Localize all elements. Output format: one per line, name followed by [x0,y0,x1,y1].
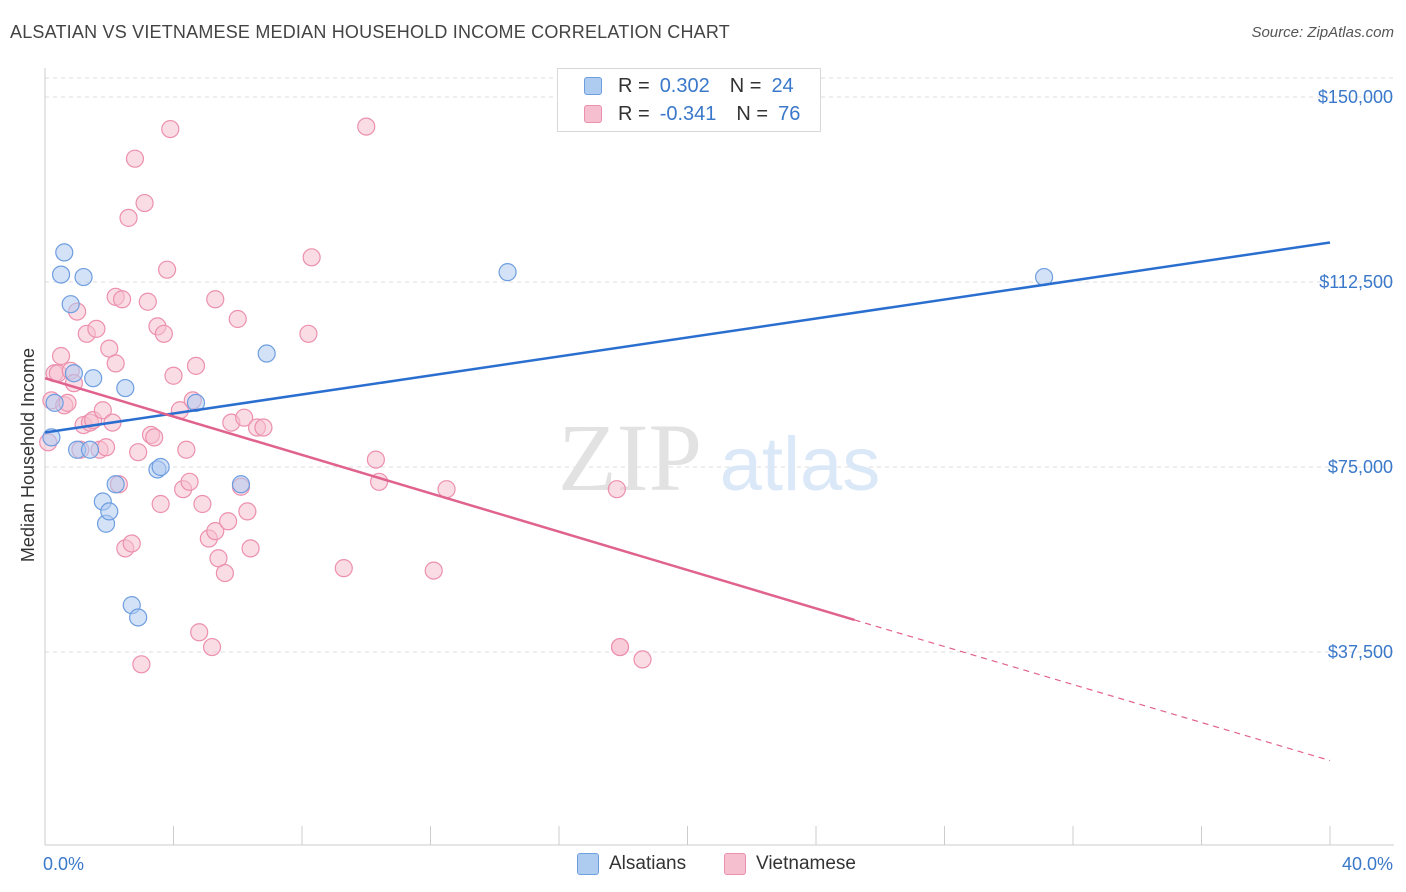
y-axis-label: Median Household Income [18,348,38,562]
alsatians-point-21 [257,344,276,363]
vietnamese-point-64 [299,324,318,343]
vietnamese-point-72 [607,480,626,499]
alsatians-point-3 [55,243,74,262]
y-tick-label-0: $37,500 [1328,642,1393,662]
alsatians-point-2 [51,265,71,284]
alsatians-n-label: N = [729,74,762,97]
vietnamese-point-37 [154,324,173,343]
gridlines [45,77,1394,653]
y-tick-label-1: $75,000 [1328,457,1393,477]
alsatians-point-18 [151,457,170,477]
vietnamese-point-60 [238,502,257,521]
alsatians-point-13 [106,475,125,494]
trend-lines [44,241,1331,762]
vietnamese-point-26 [119,208,138,227]
vietnamese-point-74 [610,637,630,657]
vietnamese-point-29 [129,443,148,462]
vietnamese-trend-line [44,377,855,622]
vietnamese-point-22 [106,354,125,373]
bottom-legend-alsatians: Alsatians [577,851,686,877]
watermark-zip: ZIP [558,404,702,511]
vietnamese-point-54 [215,563,234,583]
alsatians-point-7 [74,267,93,287]
alsatians-point-14 [116,378,135,398]
vietnamese-point-28 [125,149,145,168]
vietnamese-point-27 [122,534,141,553]
alsatians-r-label: R = [618,74,650,97]
vietnamese-point-66 [334,559,353,578]
legend: R = 0.302 N = 24 R = -0.341 N = 76 [557,68,821,132]
alsatians-point-4 [61,295,80,314]
vietnamese-point-59 [235,408,254,427]
alsatians-point-8 [80,440,100,459]
bottom-alsatians-label: Alsatians [609,853,687,874]
vietnamese-point-17 [93,401,112,420]
vietnamese-point-48 [193,494,212,514]
bottom-vietnamese-label: Vietnamese [756,853,856,874]
vietnamese-r-label: R = [618,102,650,125]
alsatians-point-9 [84,369,103,388]
vietnamese-point-24 [112,290,132,309]
alsatians-trend-line [44,241,1331,434]
vietnamese-swatch [584,105,602,123]
vietnamese-point-36 [151,494,170,514]
vietnamese-point-50 [202,637,222,657]
vietnamese-point-44 [180,472,199,491]
tick-labels: $37,500 $75,000 $112,500 $150,000 0.0% 40.0% [43,87,1393,874]
bottom-vietnamese-swatch [724,853,746,875]
vietnamese-point-34 [145,428,164,447]
vietnamese-point-67 [357,117,376,136]
bottom-alsatians-swatch [577,853,599,875]
vietnamese-point-18 [96,438,116,457]
legend-row-alsatians: R = 0.302 N = 24 [584,72,794,100]
alsatians-swatch [584,77,602,95]
alsatians-point-1 [45,393,64,412]
vietnamese-point-39 [161,119,180,139]
watermark-atlas: atlas [720,422,881,507]
legend-row-vietnamese: R = -0.341 N = 76 [584,100,800,128]
y-tick-label-3: $150,000 [1318,87,1393,107]
vietnamese-point-30 [132,655,151,674]
vietnamese-point-68 [366,450,385,469]
vietnamese-point-61 [241,539,260,558]
data-points [39,117,1054,674]
y-tick-label-2: $112,500 [1319,272,1393,292]
vietnamese-point-38 [157,260,177,279]
alsatians-n-value: 24 [771,74,794,97]
source-label: Source: ZipAtlas.com [1251,24,1394,41]
chart-title: ALSATIAN VS VIETNAMESE MEDIAN HOUSEHOLD … [10,22,730,42]
vietnamese-trend-extension [854,619,1331,762]
alsatians-point-20 [231,475,251,494]
alsatians-point-16 [129,608,148,627]
vietnamese-point-40 [164,366,183,385]
bottom-legend-vietnamese: Vietnamese [724,851,856,877]
vietnamese-point-4 [51,346,71,366]
alsatians-r-value: 0.302 [659,74,710,97]
x-tick-label-1: 40.0% [1342,854,1393,874]
vietnamese-point-51 [206,522,225,541]
watermark: ZIP atlas [558,404,880,511]
vietnamese-point-75 [633,650,652,669]
alsatians-point-12 [100,502,119,521]
alsatians-point-5 [64,364,84,383]
vietnamese-point-70 [424,561,443,580]
vietnamese-n-label: N = [736,102,769,125]
vietnamese-point-55 [219,512,238,531]
vietnamese-n-value: 76 [778,102,801,125]
alsatians-point-22 [498,263,517,282]
vietnamese-point-47 [190,623,209,642]
axes [44,68,1394,846]
vietnamese-point-57 [228,309,247,329]
vietnamese-point-63 [254,418,273,437]
vietnamese-point-31 [135,193,154,213]
vietnamese-point-46 [186,356,206,375]
vietnamese-point-65 [302,248,321,267]
x-tick-label-0: 0.0% [43,854,84,874]
vietnamese-r-value: -0.341 [659,102,717,125]
vietnamese-point-15 [87,319,106,338]
vietnamese-point-52 [206,290,225,309]
vietnamese-point-32 [138,292,157,311]
vietnamese-point-43 [177,440,196,459]
